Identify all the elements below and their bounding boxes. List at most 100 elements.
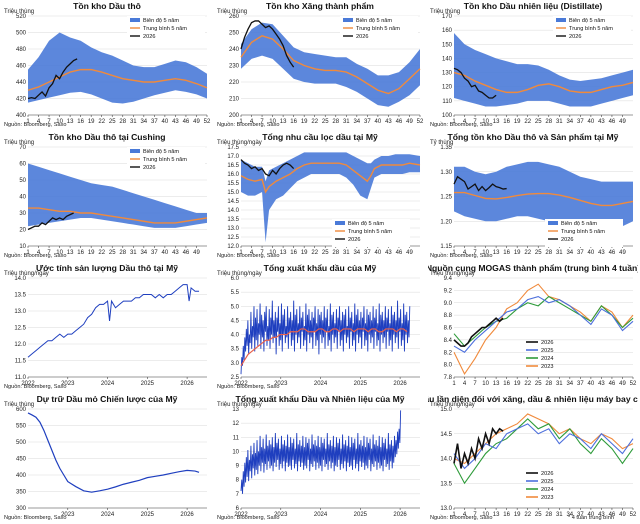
x-tick-label: 19 <box>514 250 521 256</box>
y-tick-label: 120 <box>442 85 453 91</box>
y-tick-label: 6 <box>236 506 240 512</box>
chart-title: Tồn kho Dầu thô <box>73 1 141 11</box>
x-tick-label: 13 <box>493 512 500 518</box>
y-tick-label: 15.5 <box>227 181 239 187</box>
unit-label: Triệu thùng <box>4 402 34 408</box>
y-tick-label: 130 <box>442 71 453 77</box>
y-tick-label: 400 <box>16 473 27 479</box>
x-tick-label: 2022 <box>234 381 248 387</box>
x-tick-label: 22 <box>524 119 531 125</box>
x-tick-label: 37 <box>364 250 371 256</box>
x-tick-label: 2026 <box>393 512 407 518</box>
unit-label: Triệu thùng <box>430 9 460 15</box>
legend-label: 2023 <box>541 364 553 370</box>
y-tick-label: 13.0 <box>14 309 26 315</box>
source-note: Nguồn: Bloomberg, Saxo <box>217 515 280 521</box>
x-tick-label: 46 <box>396 250 403 256</box>
panel-distillate-inventory: Tồn kho Dầu nhiên liệu (Distillate) Triệu… <box>428 0 638 128</box>
x-tick-label: 13 <box>280 119 287 125</box>
x-tick-label: 40 <box>162 250 169 256</box>
y-tick-label: 400 <box>16 113 27 119</box>
x-tick-label: 31 <box>343 250 350 256</box>
x-tick-label: 37 <box>151 250 158 256</box>
x-tick-label: 19 <box>88 250 95 256</box>
current-year-line <box>240 20 295 68</box>
x-tick-label: 34 <box>566 250 573 256</box>
unit-label: Tỷ thùng <box>430 139 453 146</box>
unit-label: Triệu thùng/ngày <box>217 140 262 146</box>
chart-title: Ước tính sản lượng Dầu thô tại Mỹ <box>36 263 178 273</box>
chart-cushing-inventory: Tồn kho Dầu thô tại Cushing Triệu thùng 10… <box>4 132 208 259</box>
series-line <box>240 410 402 494</box>
y-tick-label: 4.0 <box>231 333 240 339</box>
range-band <box>241 152 420 243</box>
y-tick-label: 210 <box>229 97 240 103</box>
y-tick-label: 3.0 <box>231 361 240 367</box>
range-band <box>28 32 207 104</box>
x-tick-label: 37 <box>364 119 371 125</box>
y-tick-label: 11.5 <box>15 359 27 365</box>
x-tick-label: 52 <box>630 381 637 387</box>
x-tick-label: 22 <box>524 250 531 256</box>
x-tick-label: 52 <box>630 512 637 518</box>
x-tick-label: 46 <box>396 119 403 125</box>
x-tick-label: 16 <box>503 512 510 518</box>
y-tick-label: 2.5 <box>231 375 240 381</box>
unit-label: Triệu thùng/ngày <box>430 271 475 277</box>
y-tick-label: 60 <box>19 162 26 168</box>
x-tick-label: 37 <box>577 512 584 518</box>
chart-title: Dự trữ Dầu mỏ Chiến lược của Mỹ <box>37 394 178 404</box>
x-tick-label: 31 <box>343 119 350 125</box>
x-tick-label: 1 <box>26 250 30 256</box>
legend-label: 2026 <box>541 471 553 477</box>
panel-total-exports: Tổng xuất khẩu Dầu và Nhiên liệu của Mỹ T… <box>215 393 425 521</box>
y-tick-label: 1.15 <box>440 244 452 250</box>
x-tick-label: 1 <box>239 250 243 256</box>
y-tick-label: 520 <box>16 14 27 20</box>
chart-distillate-inventory: Tồn kho Dầu nhiên liệu (Distillate) Triệu… <box>430 1 634 128</box>
x-tick-label: 2022 <box>234 512 248 518</box>
x-tick-label: 37 <box>151 119 158 125</box>
y-tick-label: 480 <box>16 47 27 53</box>
x-tick-label: 40 <box>588 512 595 518</box>
x-tick-label: 2023 <box>61 381 75 387</box>
legend-label: 2026 <box>143 165 155 171</box>
x-tick-label: 22 <box>524 512 531 518</box>
panel-refinery-demand: Tổng nhu cầu lọc dầu tại Mỹ Triệu thùng/n… <box>215 131 425 259</box>
y-tick-label: 9.4 <box>444 276 453 282</box>
y-tick-label: 12 <box>232 421 239 427</box>
y-tick-label: 220 <box>229 80 240 86</box>
x-tick-label: 43 <box>172 119 179 125</box>
x-tick-label: 31 <box>130 250 137 256</box>
legend-label: 2025 <box>541 348 553 354</box>
y-tick-label: 230 <box>229 64 240 70</box>
x-tick-label: 1 <box>452 381 456 387</box>
series-line-2025 <box>453 295 634 353</box>
y-tick-label: 12.5 <box>14 326 26 332</box>
x-tick-label: 4 <box>37 250 41 256</box>
average-line <box>240 328 408 367</box>
y-tick-label: 170 <box>442 14 453 20</box>
y-tick-label: 16.5 <box>227 163 239 169</box>
x-tick-label: 13 <box>67 250 74 256</box>
x-tick-label: 1 <box>26 119 30 125</box>
x-tick-label: 43 <box>385 250 392 256</box>
x-tick-label: 16 <box>290 250 297 256</box>
x-tick-label: 13 <box>493 381 500 387</box>
x-tick-label: 10 <box>482 381 489 387</box>
x-tick-label: 46 <box>183 250 190 256</box>
x-tick-label: 1 <box>239 119 243 125</box>
x-tick-label: 46 <box>609 250 616 256</box>
y-tick-label: 20 <box>19 228 26 234</box>
y-tick-label: 14.0 <box>440 457 452 463</box>
legend-label: 2026 <box>143 34 155 40</box>
x-tick-label: 19 <box>301 119 308 125</box>
x-tick-label: 49 <box>619 381 626 387</box>
source-note: Nguồn: Bloomberg, Saxo <box>430 122 493 128</box>
range-band <box>241 22 420 107</box>
chart-total-exports: Tổng xuất khẩu Dầu và Nhiên liệu của MỹT… <box>217 394 420 521</box>
x-tick-label: 1 <box>452 250 456 256</box>
panel-crude-inventory: Tồn kho Dầu thô Triệu thùng 400 420 440 460 48… <box>2 0 212 128</box>
legend-swatch-band <box>335 221 345 225</box>
